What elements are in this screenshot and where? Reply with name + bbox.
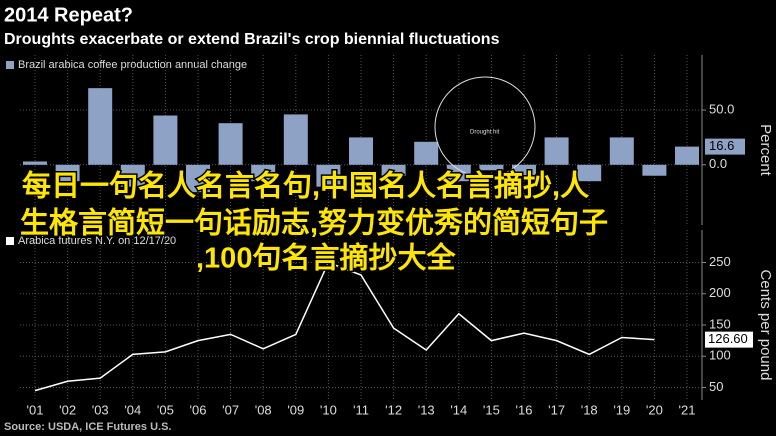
x-tick-label: '04 — [124, 402, 141, 417]
x-tick-label: '17 — [548, 402, 565, 417]
annotation: Drought hit — [470, 130, 500, 136]
x-tick-label: '14 — [450, 402, 467, 417]
x-tick-label: '18 — [581, 402, 598, 417]
bar — [23, 161, 47, 165]
bar — [642, 164, 667, 176]
source: Source: USDA, ICE Futures U.S. — [4, 421, 171, 433]
x-tick-label: '16 — [516, 402, 533, 417]
y-tick-label: 0.0 — [709, 156, 727, 171]
bar — [381, 164, 406, 176]
bar — [88, 88, 113, 165]
overlay-text: 每日一句名人名言名句,中国名人名言摘抄,人 — [22, 169, 589, 203]
x-tick-label: '02 — [59, 402, 76, 417]
y-tick-label: 250 — [709, 254, 731, 269]
bar — [316, 164, 341, 187]
bar — [349, 137, 373, 165]
overlay-text: 生格言简短一句话励志,努力变优秀的简短句子 — [20, 206, 608, 240]
bar — [283, 114, 308, 165]
bar — [609, 137, 634, 165]
bar — [479, 164, 504, 171]
bar — [55, 164, 80, 182]
y-tick-label: 200 — [709, 285, 731, 300]
chart-subtitle: Droughts exacerbate or extend Brazil's c… — [4, 31, 500, 48]
value-label: 16.6 — [709, 138, 734, 153]
y-tick-label: 50.0 — [709, 101, 734, 116]
x-tick-label: '12 — [385, 402, 402, 417]
y-tick-label: 50 — [709, 379, 723, 394]
y-tick-label: 150 — [709, 316, 731, 331]
x-tick-label: '10 — [320, 402, 337, 417]
y-axis-title: Cents per pound — [757, 270, 774, 381]
x-tick-label: '03 — [92, 402, 109, 417]
line — [34, 261, 655, 392]
bar — [186, 164, 210, 193]
bar — [414, 141, 439, 165]
x-tick-label: '06 — [190, 402, 207, 417]
legend-swatch — [6, 61, 14, 69]
value-label: 126.60 — [708, 331, 748, 346]
bar — [446, 164, 471, 182]
y-tick-label: 100 — [709, 348, 731, 363]
x-tick-label: '05 — [157, 402, 174, 417]
bar — [153, 115, 178, 165]
bar — [218, 123, 243, 165]
annotation-circle — [434, 76, 536, 178]
legend-swatch — [6, 237, 14, 245]
x-tick-label: '01 — [27, 402, 44, 417]
x-tick-label: '11 — [353, 402, 369, 417]
chart-title: 2014 Repeat? — [4, 4, 133, 26]
legend-label: Arabica futures N.Y. on 12/17/20 — [18, 235, 176, 247]
x-tick-label: '20 — [646, 402, 663, 417]
bar — [512, 164, 536, 176]
y-axis-title: Percent — [757, 124, 774, 177]
x-tick-label: '13 — [418, 402, 435, 417]
x-tick-label: '07 — [222, 402, 239, 417]
bar — [251, 164, 276, 182]
x-tick-label: '09 — [287, 402, 304, 417]
x-tick-label: '15 — [483, 402, 500, 417]
bar — [544, 137, 569, 165]
x-tick-label: '21 — [679, 402, 696, 417]
value-label-box — [705, 138, 745, 155]
value-label-box — [705, 331, 753, 348]
bar — [577, 164, 602, 182]
bar — [120, 164, 145, 187]
x-tick-label: '08 — [255, 402, 272, 417]
bar — [675, 146, 699, 165]
x-tick-label: '19 — [613, 402, 630, 417]
overlay-text: ,100句名言摘抄大全 — [196, 241, 456, 275]
